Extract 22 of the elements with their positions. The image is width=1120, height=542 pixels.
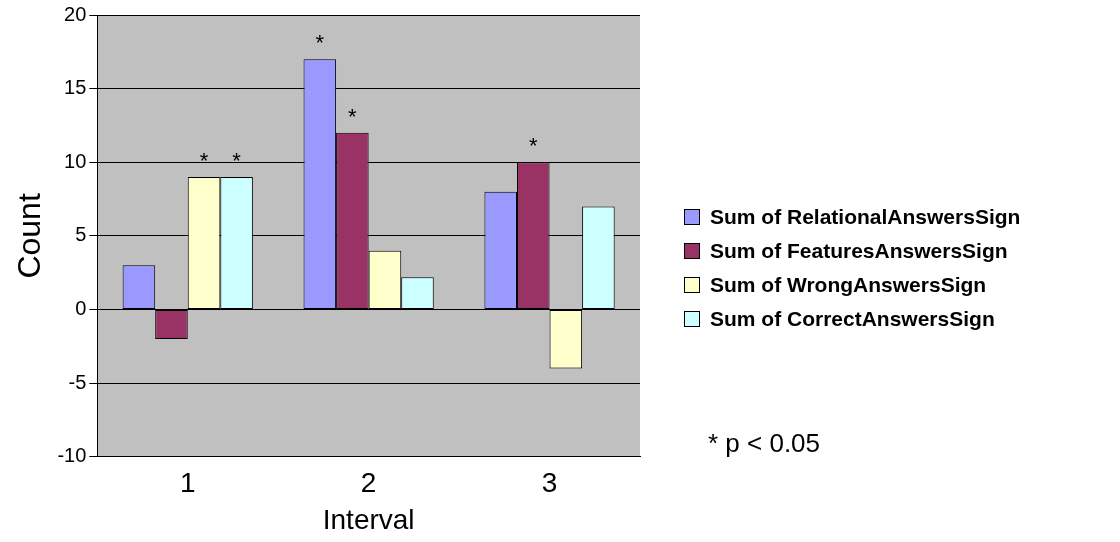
legend-label: Sum of RelationalAnswersSign <box>710 205 1021 229</box>
y-tick-label: 0 <box>75 297 87 320</box>
y-tick-label: -5 <box>68 370 87 393</box>
y-tick-label: -10 <box>57 444 87 467</box>
data-label: * <box>199 148 209 174</box>
y-tick-label: 10 <box>64 149 87 172</box>
x-tick-label: 2 <box>360 467 377 499</box>
y-axis-title: Count <box>11 193 48 279</box>
legend-label: Sum of FeaturesAnswersSign <box>710 239 1008 263</box>
y-tick-label: 15 <box>64 76 87 99</box>
legend-label: Sum of WrongAnswersSign <box>710 273 987 297</box>
data-label: * <box>528 133 538 159</box>
data-label: * <box>315 30 325 56</box>
data-label: * <box>232 148 242 174</box>
x-tick-label: 3 <box>541 467 558 499</box>
legend-label: Sum of CorrectAnswersSign <box>710 307 995 331</box>
y-tick-label: 20 <box>64 2 87 25</box>
text: * p < 0.05 <box>708 428 821 459</box>
x-axis-title: Interval <box>322 503 415 535</box>
data-label: * <box>348 103 358 129</box>
y-tick-label: 5 <box>75 223 87 246</box>
x-tick-label: 1 <box>179 467 196 499</box>
